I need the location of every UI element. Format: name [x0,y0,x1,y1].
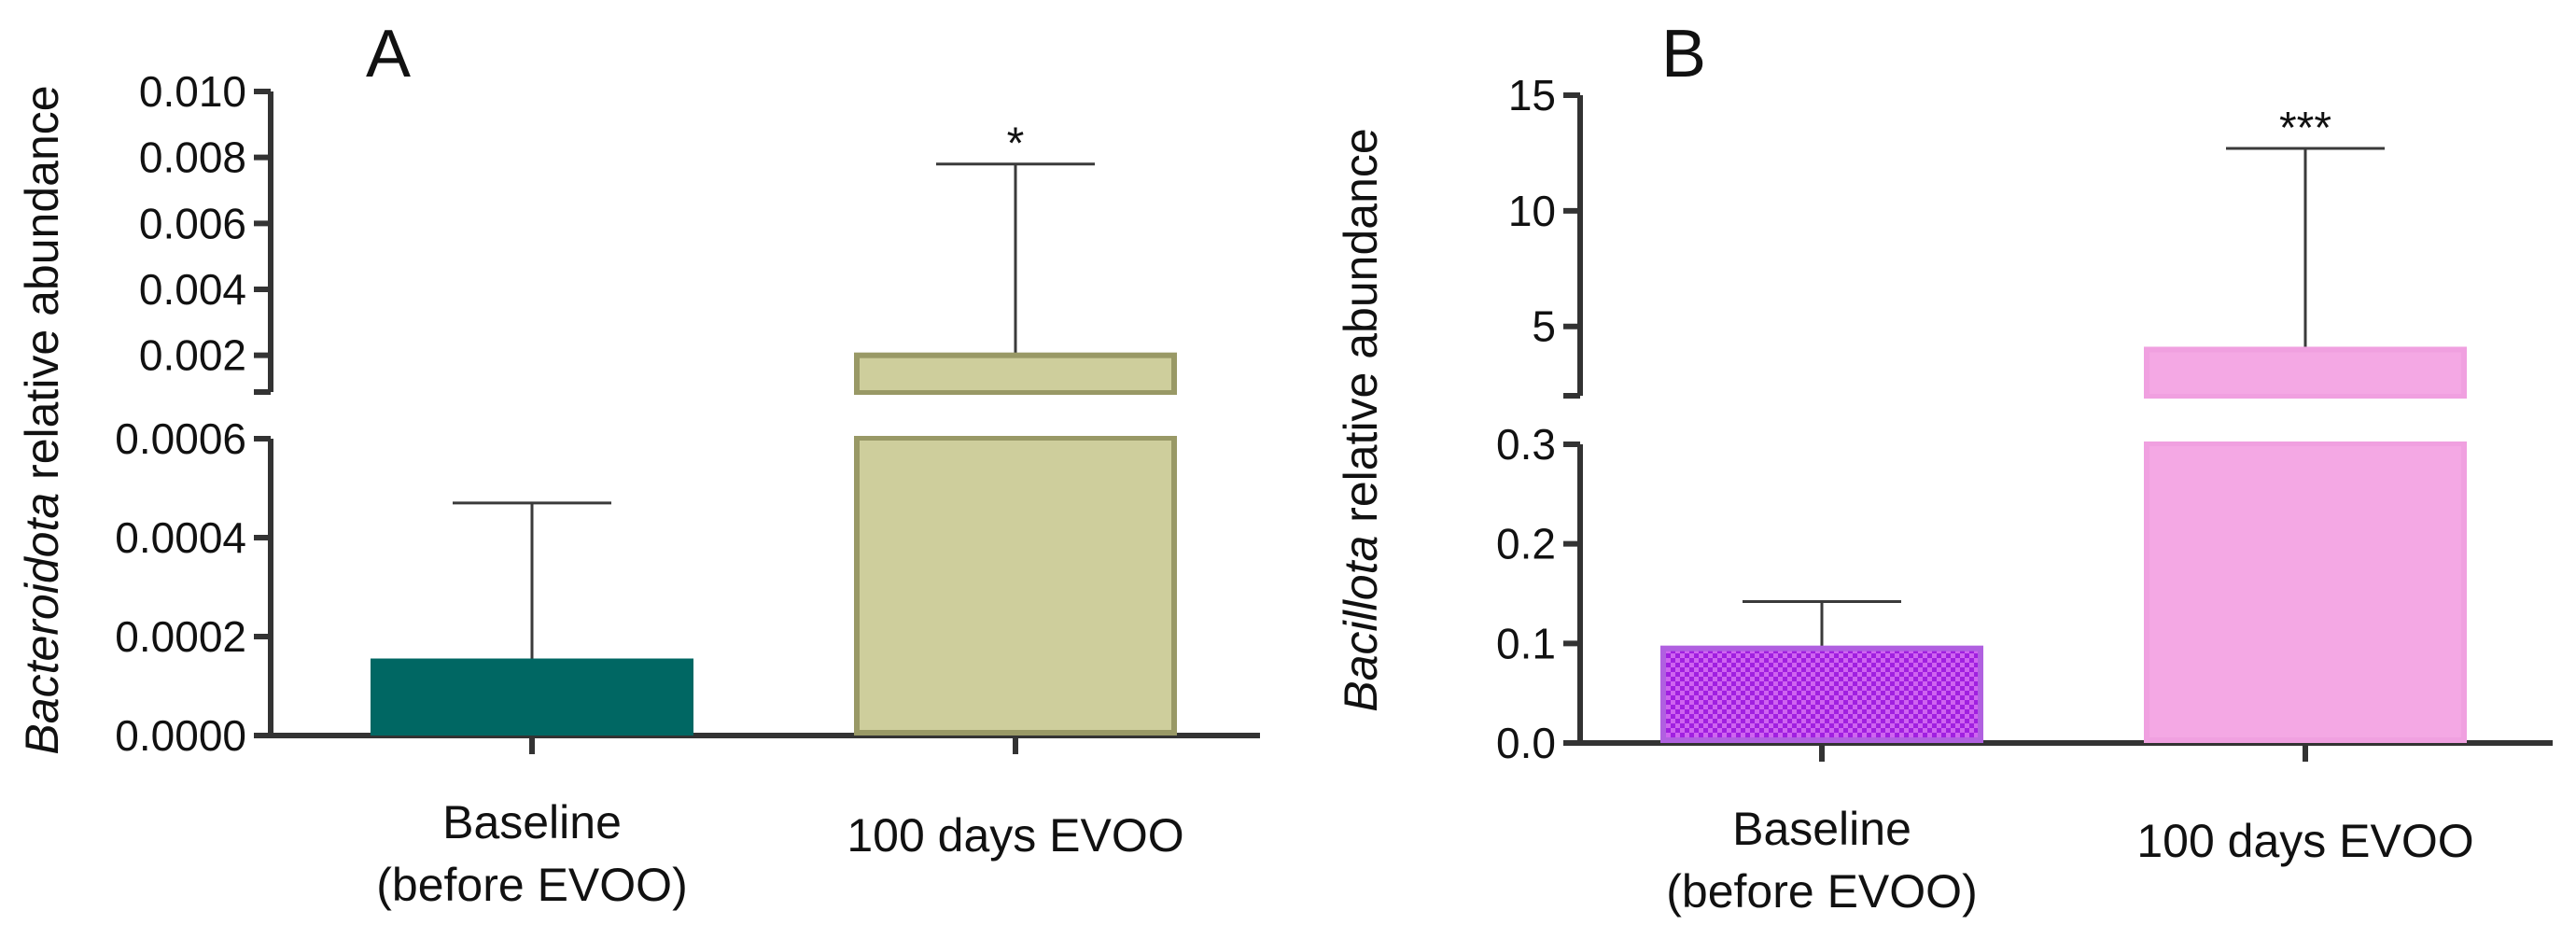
panel-a-y-axis-label-taxon: Bacteroidota [16,493,68,755]
panel-a-bar-break-cover [860,441,1171,444]
panel-a-bar-lower [854,436,1177,736]
panel-a-y-tick-label: 0.0006 [115,414,246,463]
panel-a-y-axis-label: Bacteroidota relative abundance [16,85,68,754]
panel-b-category-label: 100 days EVOO [2136,815,2473,867]
panel-a-y-tick-label: 0.006 [139,199,246,247]
panel-b-y-axis-label: Bacillota relative abundance [1335,128,1387,711]
panel-a-bar-upper [854,352,1177,395]
panel-a-category-label: 100 days EVOO [847,809,1183,862]
panel-a-bar [371,658,693,736]
panel-b-y-tick-label: 15 [1508,71,1556,119]
panel-b-letter: B [1661,17,1706,91]
panel-b-y-tick-label: 0.1 [1496,619,1556,667]
panel-a-y-tick-label: 0.002 [139,331,246,380]
panel-b-bar-lower [2144,441,2467,743]
panel-a-y-tick-label: 0.010 [139,67,246,116]
panel-b-bar [1660,645,1983,744]
panel-b-y-axis-label-taxon: Bacillota [1335,536,1387,712]
panel-b-y-tick-label: 0.0 [1496,719,1556,767]
panel-a-significance-marker: * [1007,119,1025,169]
panel-a-y-axis-label-rest: relative abundance [16,85,68,492]
chart-marks: 0.0100.0080.0060.0040.0020.00060.00040.0… [115,67,2553,767]
panel-b-y-tick-label: 10 [1508,187,1556,235]
panel-b-bar-upper [2144,346,2467,399]
panel-a-y-tick-label: 0.0000 [115,711,246,760]
panel-b-y-axis-label-rest: relative abundance [1335,128,1387,535]
panel-a-category-label: Baseline [442,796,622,848]
panel-b-y-tick-label: 5 [1532,302,1556,351]
panel-a-y-tick-label: 0.008 [139,133,246,182]
panel-a-category-label: (before EVOO) [376,859,687,911]
panel-b-y-tick-label: 0.3 [1496,420,1556,469]
panel-b-bar-break-cover [2149,446,2461,450]
panel-a-y-tick-label: 0.004 [139,265,246,314]
panel-a-letter: A [366,17,411,91]
panel-b-significance-marker: *** [2279,104,2331,153]
panel-b-bar-break-cover [2149,390,2461,394]
panel-b-y-tick-label: 0.2 [1496,520,1556,568]
panel-b-category-label: Baseline [1732,803,1911,855]
panel-a-y-tick-label: 0.0002 [115,612,246,661]
panel-a-y-tick-label: 0.0004 [115,513,246,562]
panel-a-bar-break-cover [860,386,1171,390]
panel-b-category-label: (before EVOO) [1666,865,1977,918]
